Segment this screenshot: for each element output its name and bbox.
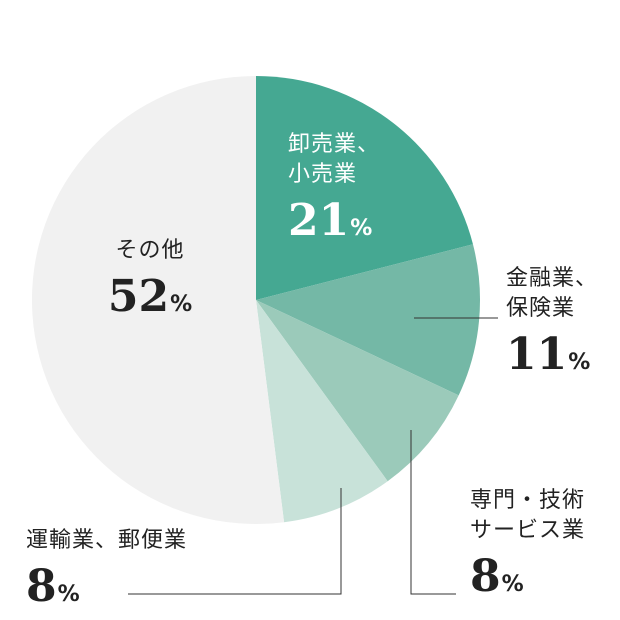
slice-name-line: 卸売業、 xyxy=(288,132,381,157)
slice-label-transport-postal: 運輸業、郵便業 8% xyxy=(26,526,187,620)
slice-value: 52% xyxy=(100,272,200,330)
percent-unit: % xyxy=(350,216,373,241)
percent-unit: % xyxy=(170,292,193,317)
pie-slice-professional-technical xyxy=(256,300,459,482)
leader-line-transport-postal xyxy=(128,488,342,595)
percent-unit: % xyxy=(501,572,524,597)
percent-unit: % xyxy=(57,582,80,607)
leader-line-professional-technical xyxy=(410,430,456,595)
slice-value-number: 8 xyxy=(26,561,57,612)
slice-name-line: 専門・技術 xyxy=(470,488,586,513)
pie-slice-wholesale-retail xyxy=(256,76,473,300)
slice-value: 11% xyxy=(506,330,598,388)
pie-slice-finance-insurance xyxy=(256,244,480,396)
slice-label-wholesale-retail: 卸売業、 小売業 21% xyxy=(288,130,380,254)
slice-value-number: 52 xyxy=(107,271,170,322)
slice-value-number: 21 xyxy=(288,195,350,246)
slice-label-professional-technical: 専門・技術 サービス業 8% xyxy=(470,486,585,610)
slice-label-other: その他 52% xyxy=(100,236,200,330)
slice-value: 8% xyxy=(470,552,585,610)
pie-slice-other xyxy=(31,76,285,524)
pie-slice-transport-postal xyxy=(256,300,388,523)
slice-value: 8% xyxy=(26,562,187,620)
slice-name-line: 保険業 xyxy=(506,296,576,321)
slice-name-line: 運輸業、郵便業 xyxy=(26,528,188,553)
slice-name-line: 小売業 xyxy=(288,162,358,187)
slice-value-number: 8 xyxy=(470,551,501,602)
slice-name-line: 金融業、 xyxy=(506,266,599,291)
pie-slices xyxy=(31,76,480,524)
slice-value: 21% xyxy=(288,196,380,254)
percent-unit: % xyxy=(568,350,591,375)
slice-value-number: 11 xyxy=(506,329,568,380)
slice-name-line: サービス業 xyxy=(470,518,586,543)
slice-label-finance-insurance: 金融業、 保険業 11% xyxy=(506,264,598,388)
leader-lines xyxy=(128,317,498,595)
slice-name-line: その他 xyxy=(115,238,185,263)
